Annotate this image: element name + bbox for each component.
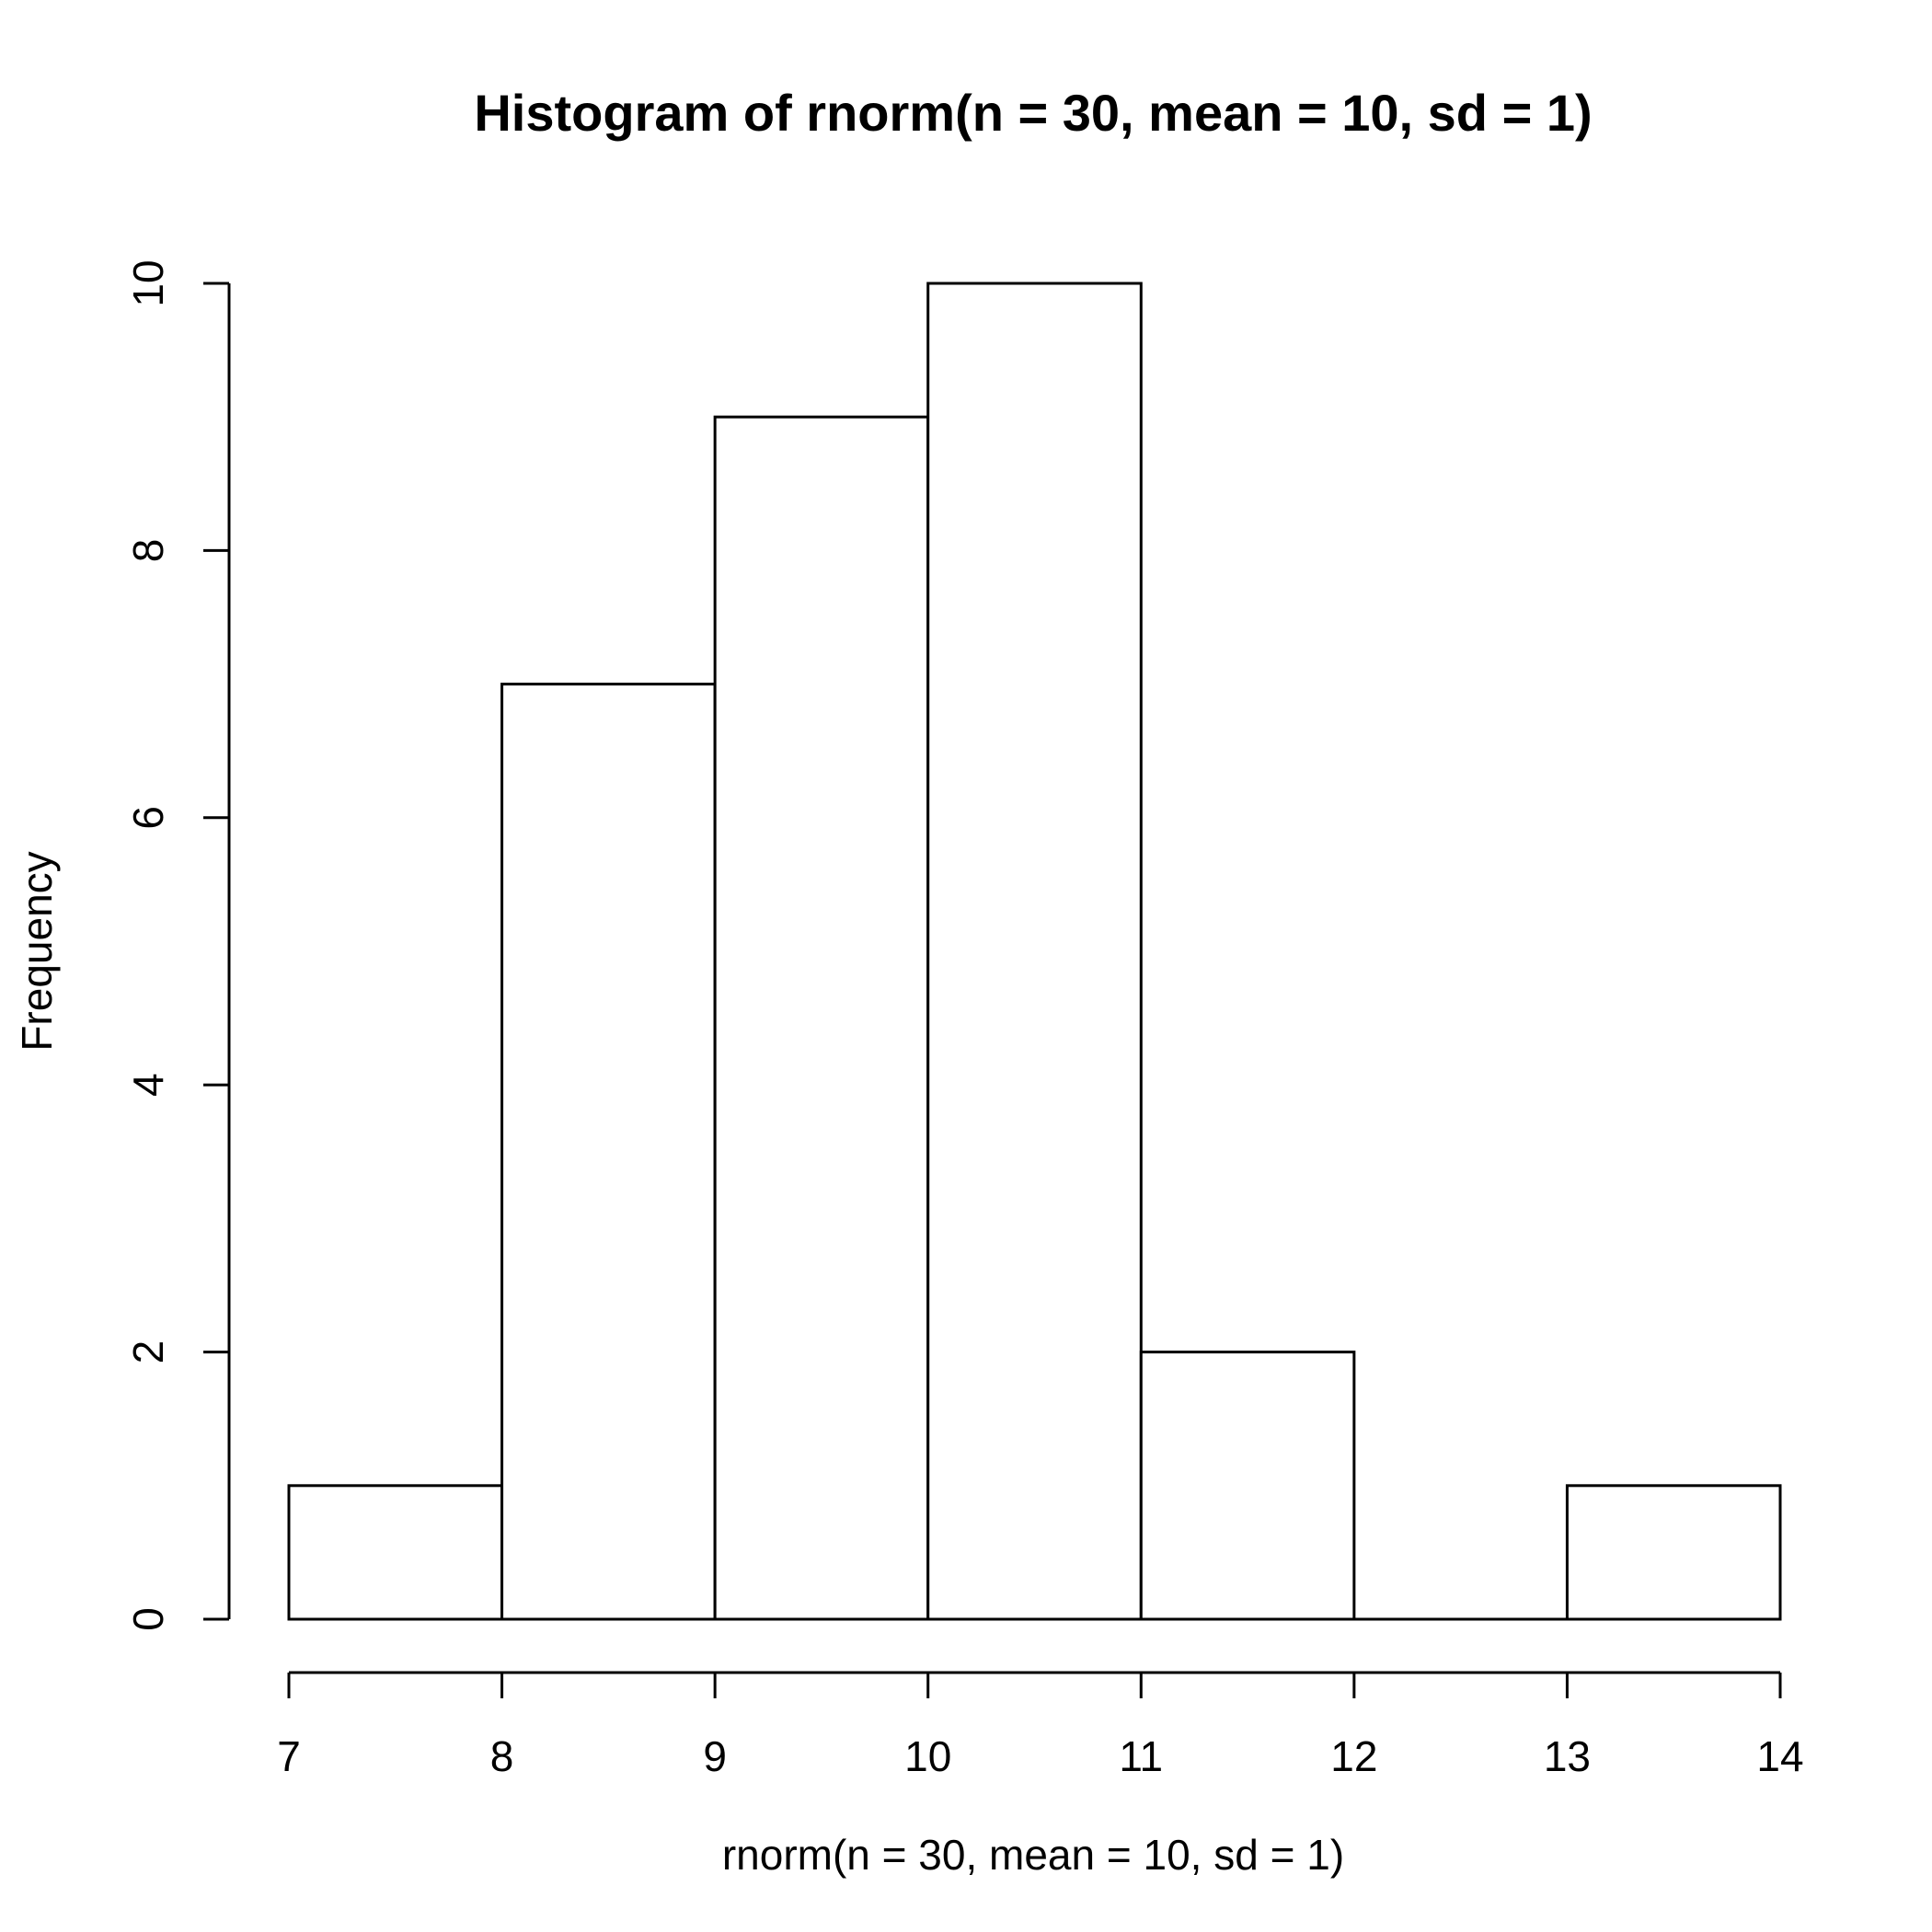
x-axis: 7 8 9 10 11 12 13 14 (277, 1671, 1804, 1780)
histogram-bar-8-9 (500, 683, 717, 1621)
x-axis-title: rnorm(n = 30, mean = 10, sd = 1) (722, 1831, 1344, 1879)
y-tick-label: 4 (124, 1073, 172, 1097)
y-tick-label: 8 (124, 539, 172, 563)
x-tick-label: 11 (1119, 1732, 1163, 1780)
x-tick-label: 10 (904, 1732, 951, 1780)
x-tick-label: 13 (1544, 1732, 1591, 1780)
x-tick-label: 8 (490, 1732, 514, 1780)
y-tick-label: 0 (124, 1607, 172, 1631)
histogram-bar-11-12 (1139, 1351, 1356, 1621)
histogram-bar-13-14 (1565, 1484, 1782, 1621)
histogram-bar-9-10 (713, 415, 930, 1621)
histogram-bar-7-8 (287, 1484, 504, 1621)
x-tick-label: 14 (1756, 1732, 1803, 1780)
x-tick-label: 9 (703, 1732, 727, 1780)
chart-title: Histogram of rnorm(n = 30, mean = 10, sd… (474, 84, 1592, 142)
x-tick-label: 12 (1330, 1732, 1377, 1780)
y-axis: 0 2 4 6 8 10 (124, 259, 231, 1631)
histogram-bar-10-11 (926, 282, 1143, 1621)
y-tick-label: 6 (124, 806, 172, 830)
y-tick-label: 2 (124, 1340, 172, 1364)
x-tick-label: 7 (277, 1732, 301, 1780)
y-tick-label: 10 (124, 259, 172, 306)
bars-layer (287, 282, 1782, 1621)
y-axis-title: Frequency (13, 851, 61, 1051)
